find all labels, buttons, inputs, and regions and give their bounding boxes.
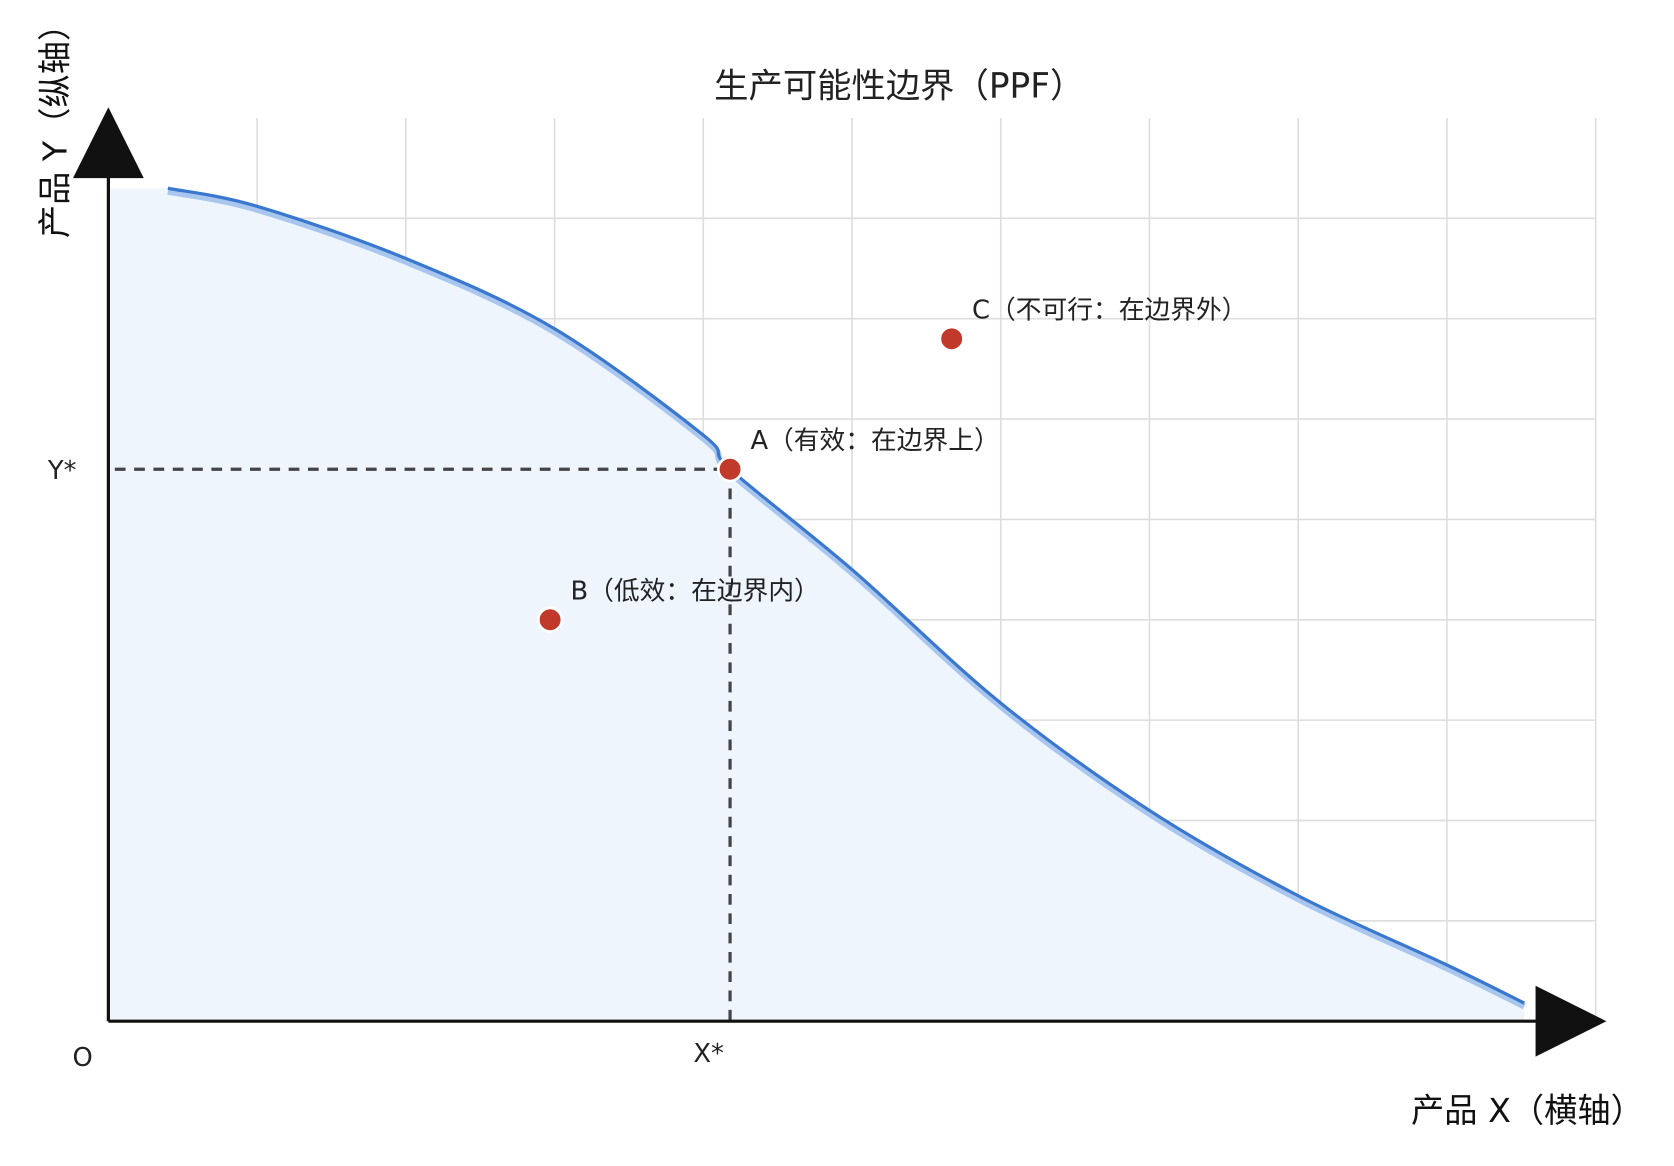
feasible-area bbox=[108, 188, 1525, 1022]
y-star-label: Y* bbox=[47, 456, 77, 486]
point-label-a: A（有效：在边界上） bbox=[750, 426, 999, 456]
point-b bbox=[536, 606, 564, 633]
points: A（有效：在边界上） B（低效：在边界内） C（不可行：在边界外） bbox=[536, 295, 1247, 633]
x-axis-arrow-icon bbox=[1535, 985, 1607, 1057]
origin-label: O bbox=[72, 1043, 92, 1073]
x-axis bbox=[108, 985, 1607, 1057]
x-axis-label: 产品 X（横轴） bbox=[1411, 1091, 1644, 1130]
x-star-label: X* bbox=[693, 1039, 724, 1069]
point-label-b: B（低效：在边界内） bbox=[570, 576, 819, 606]
y-axis-arrow-icon bbox=[72, 107, 144, 179]
y-axis-label: 产品 Y（纵轴） bbox=[36, 8, 75, 238]
y-axis bbox=[72, 107, 144, 1022]
ppf-curve bbox=[167, 186, 1525, 1005]
point-c bbox=[938, 325, 965, 352]
chart-title: 生产可能性边界（PPF） bbox=[714, 67, 1084, 107]
point-a bbox=[716, 456, 744, 483]
point-label-c: C（不可行：在边界外） bbox=[972, 295, 1247, 325]
ppf-curve-shadow bbox=[167, 188, 1526, 1010]
